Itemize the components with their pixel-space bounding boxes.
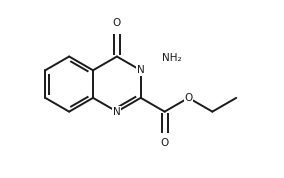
Text: N: N [113, 107, 121, 117]
Text: N: N [137, 65, 145, 75]
Text: O: O [160, 138, 169, 148]
Text: NH₂: NH₂ [162, 53, 182, 64]
Text: O: O [184, 93, 193, 103]
Text: O: O [113, 18, 121, 28]
